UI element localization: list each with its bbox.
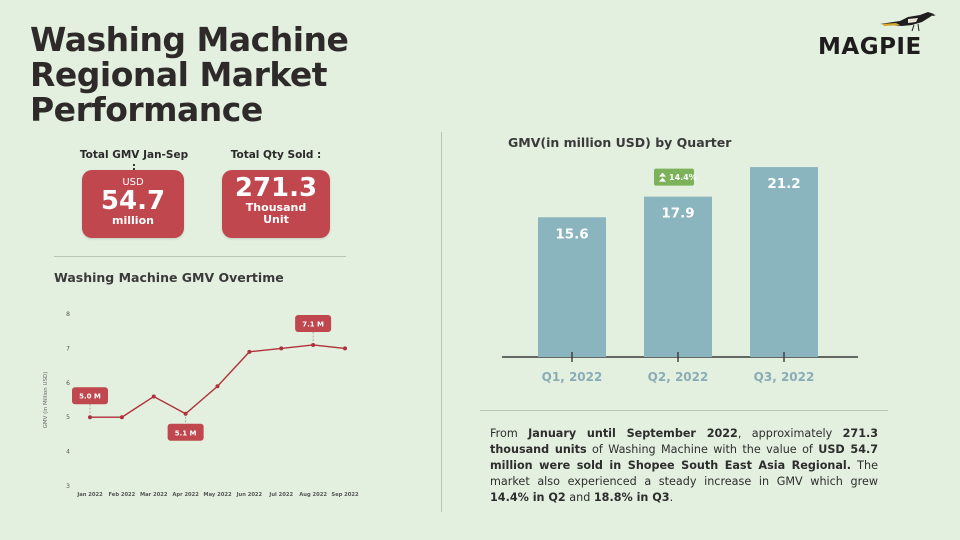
bar-2: [750, 167, 818, 357]
y-tick-label-2: 5: [66, 414, 70, 421]
kpi-qty-value: 271.3: [234, 173, 318, 203]
summary-text-1: From: [490, 427, 529, 440]
kpi-gmv-value: 54.7: [100, 186, 166, 216]
page-title: Washing Machine Regional Market Performa…: [30, 22, 430, 127]
y-axis-label: GMV (in Million USD): [43, 372, 49, 429]
x-tick-label-1: Feb 2022: [108, 492, 135, 498]
summary-text-5: and: [565, 491, 594, 504]
kpi-gmv-label: Total GMV Jan-Sep :: [79, 149, 189, 173]
bar-1: [644, 196, 712, 357]
bar-value-label-2: 21.2: [767, 176, 800, 192]
annotation-box-2: [295, 314, 332, 332]
gmv-line-point-2: [151, 394, 156, 399]
bar-value-label-0: 15.6: [555, 226, 588, 242]
growth-up-arrow-icon-1: [659, 172, 666, 182]
gmv-line-point-1: [119, 415, 124, 420]
kpi-qty-card: 271.3 Thousand Unit: [222, 170, 330, 238]
x-tick-label-2: Mar 2022: [140, 492, 168, 498]
summary-paragraph: From January until September 2022, appro…: [490, 426, 878, 506]
summary-bold-4: 14.4% in Q2: [490, 491, 566, 504]
summary-bold-5: 18.8% in Q3: [593, 491, 670, 504]
y-tick-label-4: 7: [66, 345, 70, 352]
y-tick-label-0: 3: [66, 483, 70, 490]
gmv-line-point-5: [247, 349, 252, 354]
x-tick-label-3: Apr 2022: [172, 492, 199, 498]
bar-category-label-2: Q3, 2022: [754, 370, 815, 384]
x-tick-label-5: Jun 2022: [236, 492, 263, 498]
column-divider: [441, 132, 442, 512]
annotation-label-1: 5.1 M: [175, 429, 197, 437]
page-title-line-1: Washing Machine: [30, 20, 349, 59]
bar-0: [538, 217, 606, 357]
bar-category-label-0: Q1, 2022: [542, 370, 603, 384]
annotation-label-2: 7.1 M: [302, 320, 324, 328]
brand-name: MAGPIE: [818, 34, 922, 60]
annotation-box-1: [167, 423, 204, 441]
gmv-line-point-8: [343, 346, 347, 351]
bar-value-label-1: 17.9: [661, 206, 694, 222]
gmv-line-point-4: [215, 384, 220, 389]
gmv-line-point-0: [88, 415, 92, 420]
kpi-qty-unit-line-1: Thousand: [245, 201, 307, 214]
kpi-qty-label: Total Qty Sold :: [230, 149, 322, 161]
summary-bold-2: 271.3 thousand units: [490, 427, 879, 456]
page-title-line-3: Performance: [30, 90, 263, 129]
y-tick-label-3: 6: [66, 380, 70, 387]
kpi-gmv-card: USD 54.7 million: [82, 170, 184, 238]
line-chart-title: Washing Machine GMV Overtime: [54, 270, 284, 285]
magpie-bird-icon: [880, 12, 936, 32]
x-tick-label-0: Jan 2022: [76, 492, 103, 498]
kpi-gmv-prefix: USD: [122, 177, 144, 188]
gmv-line-series: [90, 344, 346, 418]
annotation-label-0: 5.0 M: [79, 393, 101, 401]
summary-text-6: .: [669, 491, 674, 504]
growth-badge-label-1: 14.4%: [669, 173, 697, 182]
gmv-line-point-3: [183, 411, 188, 416]
bar-chart-title: GMV(in million USD) by Quarter: [508, 135, 732, 150]
gmv-bar-chart: 15.6 Q1, 2022 17.9 Q2, 2022 14.4% 21.2 Q3, 202…: [502, 167, 858, 384]
gmv-line-point-6: [279, 346, 284, 351]
gmv-line-chart: GMV (in Million USD) 3 4 5 6 7 8 Jan 2022 Feb 20…: [43, 311, 359, 498]
section-divider: [54, 256, 346, 257]
x-tick-label-6: Jul 2022: [268, 492, 293, 498]
annotation-box-0: [72, 387, 108, 405]
page-title-line-2: Regional Market: [30, 55, 328, 94]
brand-logo: MAGPIE: [818, 10, 942, 60]
gmv-line-point-7: [311, 342, 316, 347]
summary-text-4: The market also experienced a steady inc…: [490, 459, 878, 488]
y-tick-label-5: 8: [66, 311, 70, 318]
y-tick-label-1: 4: [66, 449, 70, 456]
summary-bold-1: January until September 2022: [528, 427, 738, 440]
summary-text-2: , approximately: [737, 427, 843, 440]
x-tick-label-7: Aug 2022: [299, 492, 327, 498]
kpi-qty-unit-line-2: Unit: [263, 213, 289, 226]
bar-category-label-1: Q2, 2022: [648, 370, 709, 384]
summary-text-3: of Washing Machine with the value of: [586, 443, 819, 456]
summary-divider: [480, 410, 888, 411]
kpi-gmv-unit: million: [112, 214, 154, 227]
x-tick-label-8: Sep 2022: [331, 492, 359, 498]
summary-bold-3: USD 54.7 million were sold in Shopee Sou…: [490, 443, 879, 472]
x-tick-label-4: May 2022: [203, 492, 232, 498]
